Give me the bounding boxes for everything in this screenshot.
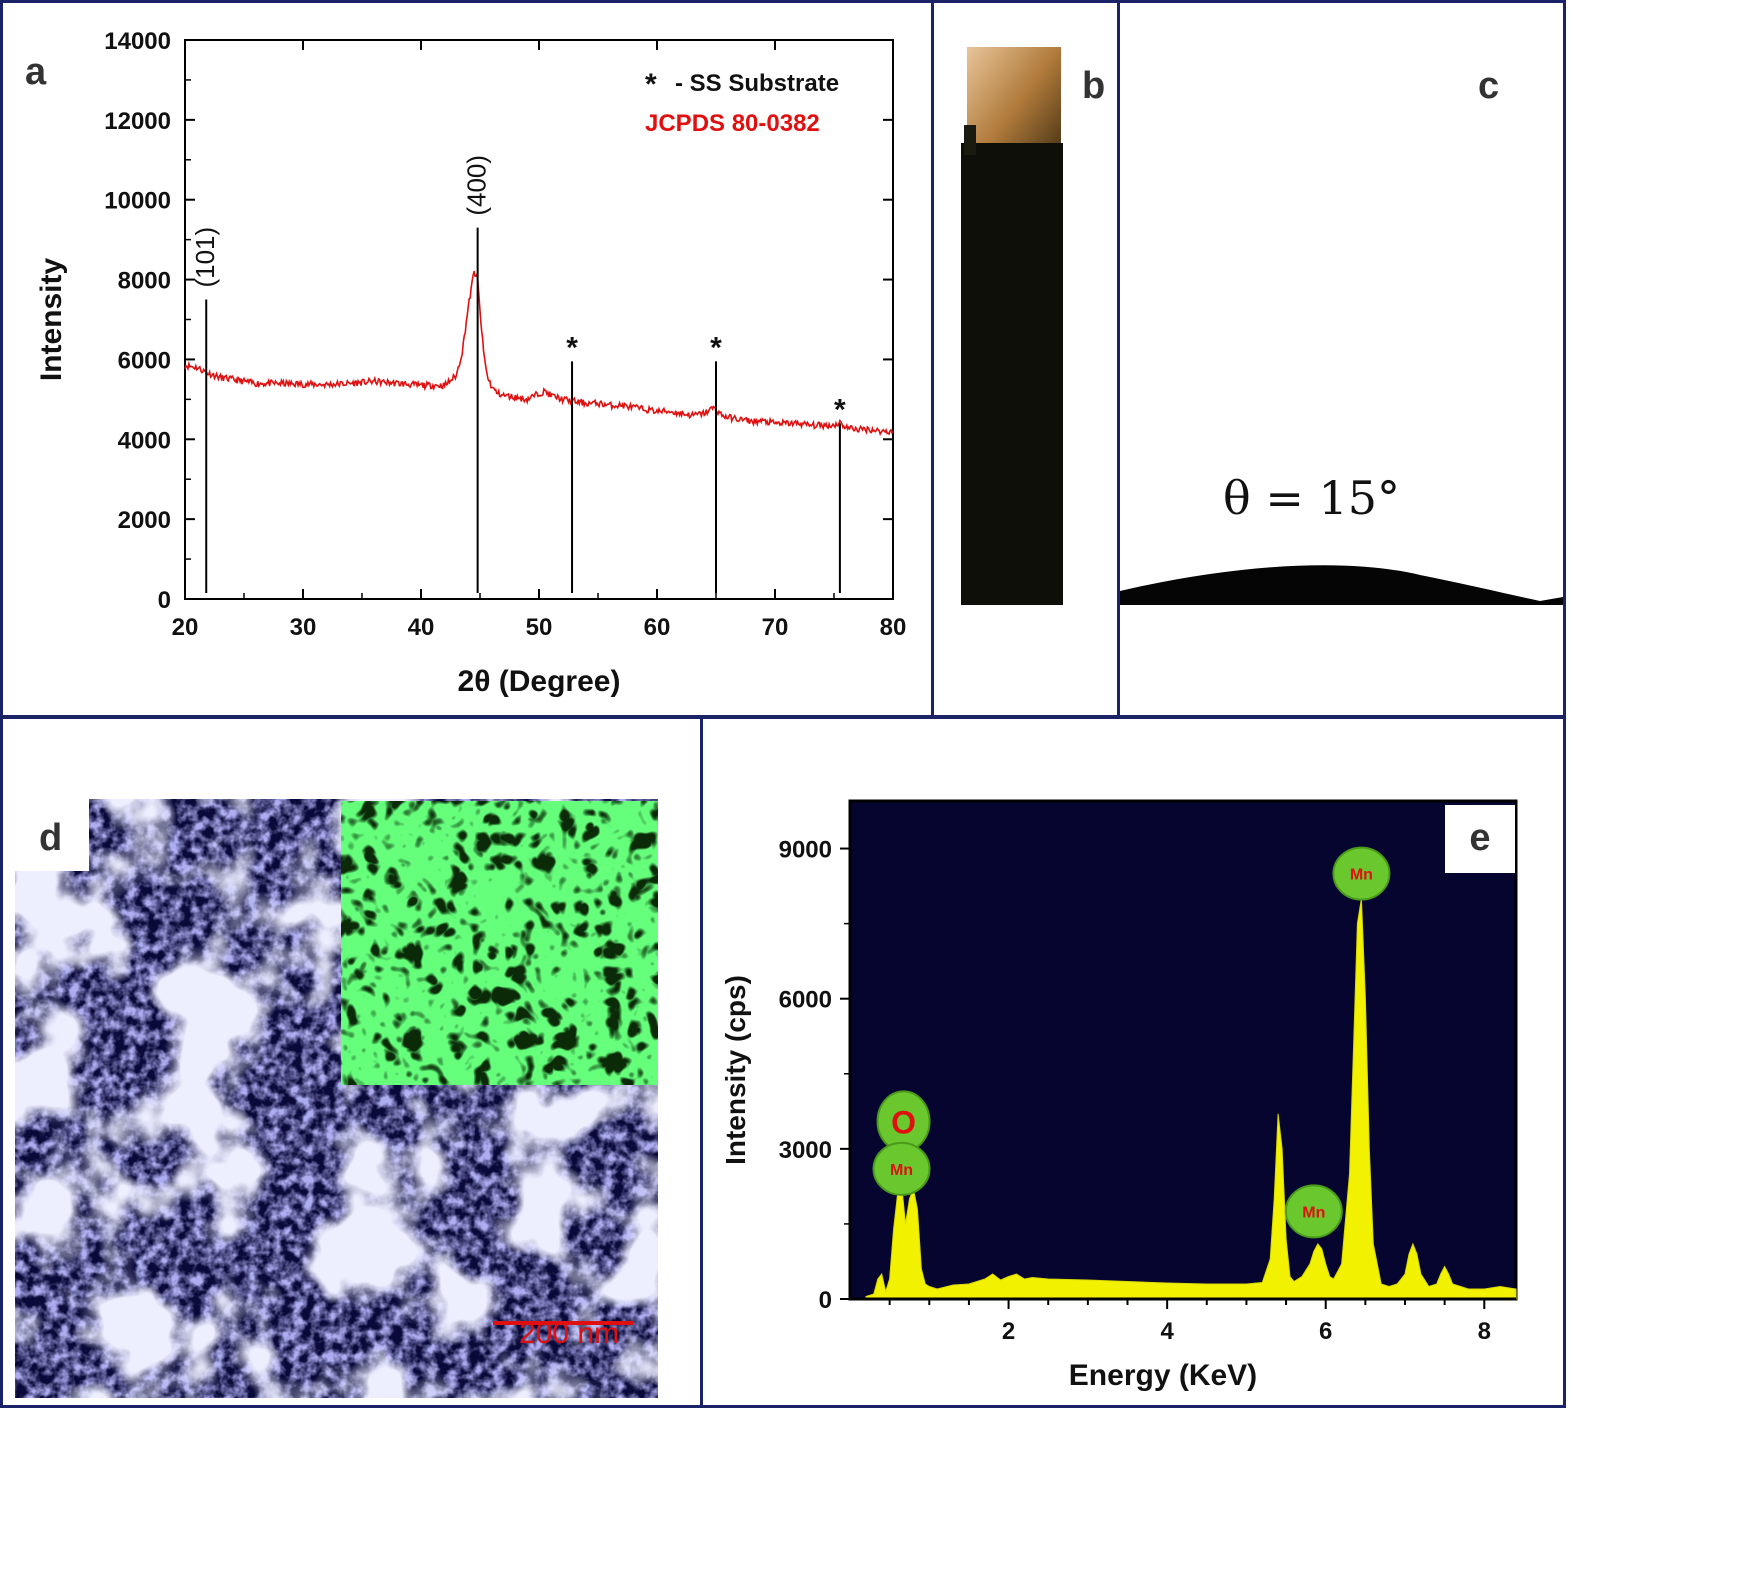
plot-area [848,799,1518,1301]
droplet-image [1120,565,1563,605]
panel-label-e: e [1445,805,1515,873]
peak-label-badge [872,1141,931,1196]
elemental-map-inset [341,801,658,1085]
panel-a-xrd: a 20 30 40 50 60 70 80 0 2000 4000 6000 8000 10000 12… [0,0,934,718]
photo-film [961,143,1063,605]
contact-angle-label: θ = 15° [1223,471,1401,525]
y-tick-label: 8000 [118,268,171,295]
y-tick-label: 3000 [779,1137,832,1164]
miller-index-label: (400) [462,155,492,216]
substrate-marker: * [834,393,846,426]
electrode-photo [961,47,1063,605]
x-tick-label: 8 [1478,1318,1491,1345]
panel-c-contact-angle: c θ = 15° [1117,0,1566,718]
photo-film-edge [964,125,976,155]
x-tick-label: 2 [1002,1318,1015,1345]
x-tick-label: 50 [526,614,553,641]
peak-label-badge [1332,846,1391,901]
droplet [1120,565,1563,605]
x-tick-label: 70 [762,614,789,641]
peak-label-text: Mn [1350,867,1373,884]
scale-bar-label: 200 nm [519,1317,620,1350]
substrate-marker: * [566,331,578,364]
sem-label-box [15,799,89,871]
x-tick-label: 80 [880,614,907,641]
y-tick-label: 14000 [104,28,171,55]
x-tick-label: 20 [172,614,199,641]
panel-b-photo: b [931,0,1120,718]
xrd-chart: 20 30 40 50 60 70 80 0 2000 4000 6000 8000 10000 1200… [35,28,907,698]
peak-label-text: Mn [890,1162,913,1179]
x-tick-label: 6 [1319,1318,1332,1345]
panel-e-eds: 2 4 6 8 0 3000 6000 9000 Energy (KeV) Intensity (… [700,716,1566,1408]
y-tick-label: 10000 [104,188,171,215]
panel-label-b: b [1082,65,1106,107]
eds-spectrum [865,898,1517,1300]
panel-d-sem: d 200 nm [0,716,703,1408]
y-tick-label: 12000 [104,108,171,135]
xrd-trace [184,270,894,436]
panel-label-d: d [39,817,63,859]
legend-marker: * [645,68,657,101]
y-tick-label: 6000 [118,347,171,374]
x-tick-label: 30 [290,614,317,641]
peak-label-text: O [891,1104,916,1140]
x-axis-label: 2θ (Degree) [458,665,621,698]
x-tick-label: 60 [644,614,671,641]
y-axis-label: Intensity (cps) [720,975,751,1165]
y-tick-label: 2000 [118,507,171,534]
panel-label-a: a [25,51,47,93]
miller-index-label: (101) [190,227,220,288]
y-tick-label: 0 [819,1287,832,1314]
y-tick-label: 6000 [779,987,832,1014]
eds-chart: 2 4 6 8 0 3000 6000 9000 Energy (KeV) Intensity (… [720,799,1518,1392]
legend-reference: JCPDS 80-0382 [645,110,820,137]
y-axis-label: Intensity [35,258,68,382]
y-tick-label: 4000 [118,427,171,454]
x-tick-label: 4 [1160,1318,1174,1345]
x-tick-label: 40 [408,614,435,641]
peak-label-text: Mn [1302,1204,1325,1221]
y-tick-label: 0 [158,587,171,614]
x-axis-label: Energy (KeV) [1069,1359,1257,1392]
panel-label-c: c [1478,65,1500,107]
substrate-marker: * [710,331,722,364]
y-tick-label: 9000 [779,837,832,864]
peak-label-badge [1284,1184,1343,1239]
legend-label: - SS Substrate [675,70,839,97]
sem-image [15,799,658,1398]
